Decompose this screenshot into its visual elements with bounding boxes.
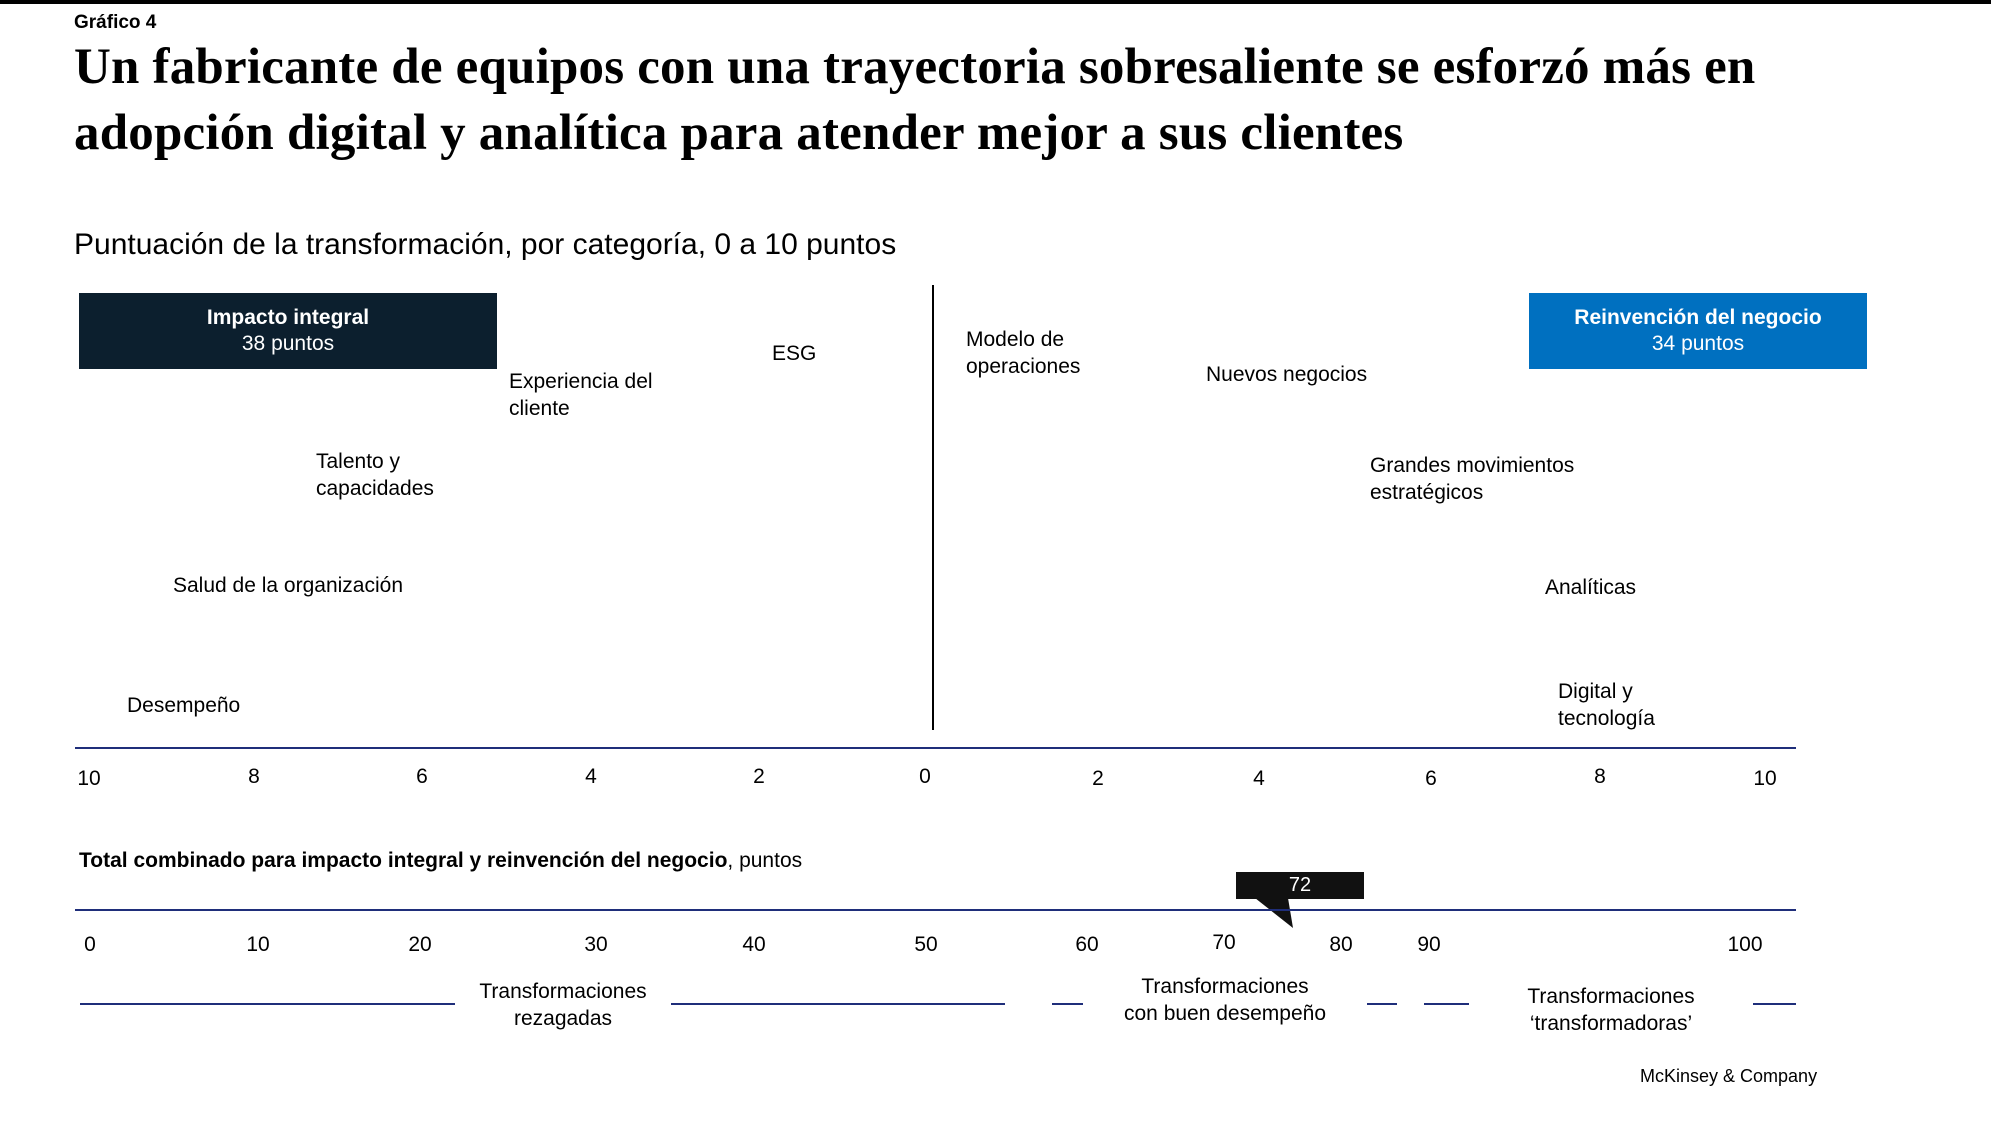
combined-axis-tick: 50 xyxy=(914,933,938,956)
chart-subtitle: Puntuación de la transformación, por cat… xyxy=(74,228,897,261)
category-label-talent: Talento y capacidades xyxy=(316,450,434,500)
top-axis-line xyxy=(75,747,1796,749)
category-label-org-health: Salud de la organización xyxy=(173,574,403,597)
left-panel-title: Impacto integral xyxy=(206,306,370,329)
combined-axis-tick: 0 xyxy=(84,933,96,956)
band-label-laggard: Transformaciones rezagadas xyxy=(479,980,647,1030)
band-label-performing: Transformaciones con buen desempeño xyxy=(1124,975,1326,1025)
top-axis-tick: 8 xyxy=(248,765,260,788)
band-label-transformative: Transformaciones ‘transformadoras’ xyxy=(1527,985,1695,1035)
score-callout: 72 xyxy=(1236,872,1364,899)
category-label-customer-experience: Experiencia del cliente xyxy=(509,370,653,420)
top-axis-tick: 0 xyxy=(919,765,931,788)
exhibit-label: Gráfico 4 xyxy=(74,12,157,33)
top-axis-tick: 4 xyxy=(1253,767,1265,790)
callout-pointer-icon xyxy=(1255,898,1293,928)
top-axis-tick: 10 xyxy=(77,767,101,790)
combined-axis-tick: 100 xyxy=(1727,933,1763,956)
category-label-analytics: Analíticas xyxy=(1545,576,1637,599)
band-line xyxy=(1052,1003,1083,1005)
band-line xyxy=(1367,1003,1397,1005)
right-panel-header: Reinvención del negocio 34 puntos xyxy=(1529,293,1867,369)
combined-axis-tick: 60 xyxy=(1075,933,1099,956)
band-line xyxy=(671,1003,1005,1005)
band-line xyxy=(1424,1003,1469,1005)
category-label-new-business: Nuevos negocios xyxy=(1206,363,1368,386)
combined-axis-tick: 20 xyxy=(408,933,432,956)
chart-title: Un fabricante de equipos con una trayect… xyxy=(74,39,1756,161)
band-line xyxy=(80,1003,455,1005)
top-axis-tick: 10 xyxy=(1753,767,1777,790)
combined-total-label: Total combinado para impacto integral y … xyxy=(79,849,803,872)
top-border xyxy=(0,0,1991,4)
top-axis-tick: 2 xyxy=(1092,767,1104,790)
source-footer: McKinsey & Company xyxy=(1640,1066,1818,1086)
category-label-strategic-moves: Grandes movimientos estratégicos xyxy=(1370,454,1575,504)
top-axis-tick: 8 xyxy=(1594,765,1606,788)
top-axis-tick: 6 xyxy=(416,765,428,788)
center-divider xyxy=(932,285,934,730)
combined-axis-line xyxy=(75,909,1796,911)
top-axis-tick: 4 xyxy=(585,765,597,788)
combined-axis-tick: 40 xyxy=(742,933,766,956)
combined-axis-tick: 70 xyxy=(1212,931,1236,954)
left-panel-header: Impacto integral 38 puntos xyxy=(79,293,497,369)
right-panel-points: 34 puntos xyxy=(1651,332,1745,355)
band-line xyxy=(1753,1003,1796,1005)
category-label-performance: Desempeño xyxy=(127,694,241,717)
combined-axis-tick: 30 xyxy=(584,933,608,956)
category-label-operating-model: Modelo de operaciones xyxy=(966,328,1081,378)
top-axis-tick: 6 xyxy=(1425,767,1437,790)
combined-axis-tick: 90 xyxy=(1417,933,1441,956)
combined-axis-tick: 80 xyxy=(1329,933,1353,956)
left-panel-points: 38 puntos xyxy=(241,332,335,355)
category-label-esg: ESG xyxy=(772,342,817,365)
category-label-digital-tech: Digital y tecnología xyxy=(1558,680,1655,730)
right-panel-title: Reinvención del negocio xyxy=(1574,306,1822,329)
top-axis-tick: 2 xyxy=(753,765,765,788)
combined-axis-tick: 10 xyxy=(246,933,270,956)
